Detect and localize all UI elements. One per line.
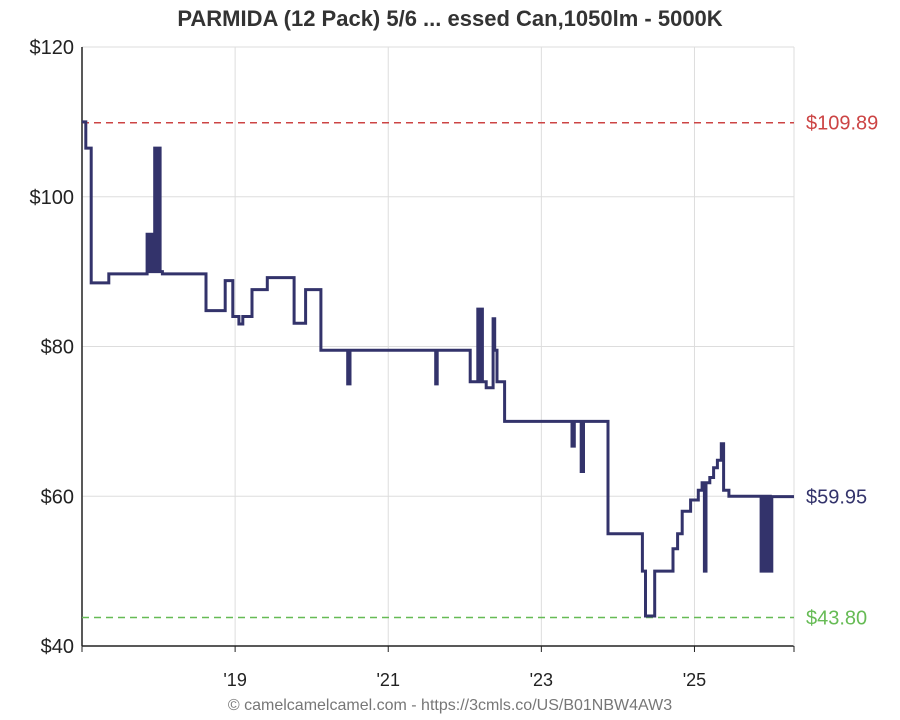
y-tick-label: $80 [41,337,74,359]
x-tick-label: '25 [683,670,706,690]
y-tick-label: $100 [30,187,75,209]
lowest-price-label: $43.80 [806,608,867,630]
footer-credit: © camelcamelcamel.com - https://3cmls.co… [227,697,673,714]
y-tick-label: $60 [41,486,74,508]
highest-price-label: $109.89 [806,113,878,135]
x-tick-label: '19 [223,670,246,690]
price-history-line [82,120,794,618]
x-tick-label: '23 [530,670,553,690]
chart-title: PARMIDA (12 Pack) 5/6 ... essed Can,1050… [177,6,723,31]
y-tick-label: $40 [41,636,74,658]
x-tick-label: '21 [377,670,400,690]
y-tick-label: $120 [30,37,75,59]
current-price-label: $59.95 [806,487,867,509]
